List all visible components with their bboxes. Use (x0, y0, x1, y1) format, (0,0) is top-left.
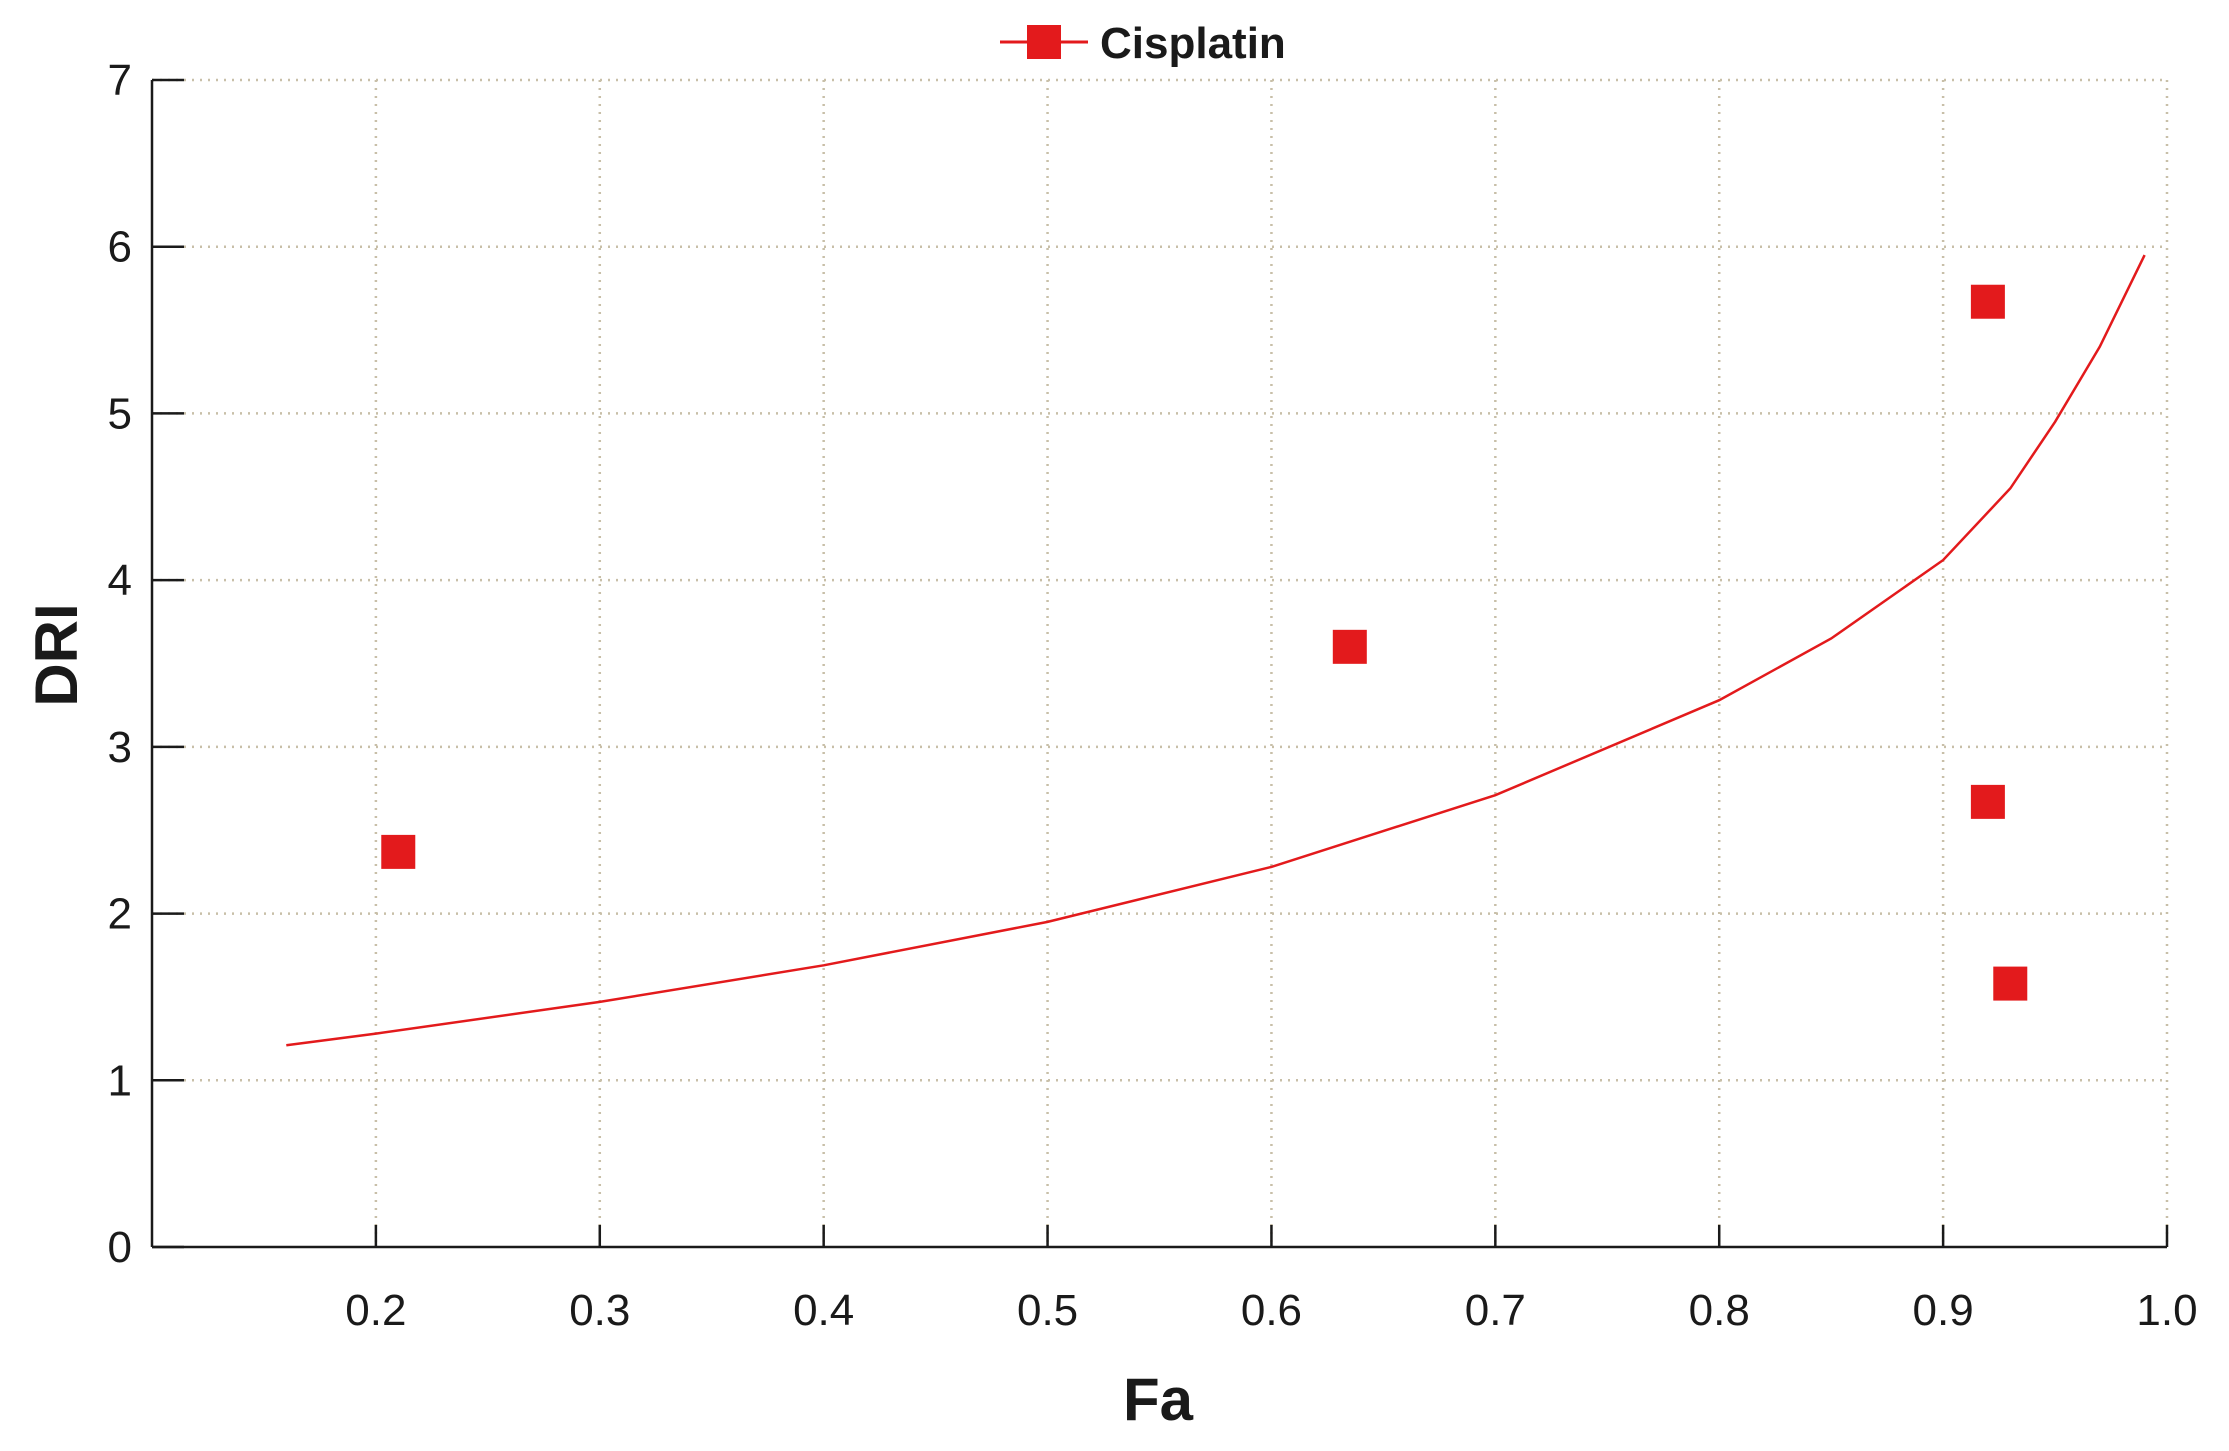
axes: 0.2 0.3 0.4 0.5 0.6 0.7 0.8 0.9 1.0 0 1 2 3 4 5 6 7 (108, 56, 2198, 1335)
x-tick-label: 0.7 (1465, 1286, 1526, 1335)
data-point-0 (381, 834, 416, 869)
legend-label: Cisplatin (1100, 19, 1286, 68)
x-axis-label: Fa (1123, 1366, 1194, 1433)
y-tick-label: 1 (108, 1056, 132, 1105)
x-tick-label: 0.6 (1241, 1286, 1302, 1335)
fit-curve-0 (286, 254, 2146, 1047)
data-point-4 (1993, 966, 2028, 1001)
x-tick-label: 0.2 (345, 1286, 406, 1335)
legend: Cisplatin (1000, 19, 1286, 68)
x-tick-label: 0.3 (569, 1286, 630, 1335)
grid (152, 78, 2169, 1247)
x-tick-label: 0.5 (1017, 1286, 1078, 1335)
y-axis-label: DRI (23, 603, 90, 706)
x-tick-label: 0.8 (1689, 1286, 1750, 1335)
fit-curves (286, 254, 2146, 1047)
data-point-1 (1332, 629, 1367, 664)
data-point-3 (1970, 784, 2005, 819)
x-tick-label: 0.4 (793, 1286, 854, 1335)
y-tick-label: 5 (108, 389, 132, 438)
legend-marker (1027, 25, 1061, 59)
x-tick-label: 0.9 (1913, 1286, 1974, 1335)
y-tick-label: 3 (108, 723, 132, 772)
y-tick-label: 2 (108, 890, 132, 939)
y-tick-label: 7 (108, 56, 132, 105)
y-tick-label: 4 (108, 556, 132, 605)
y-tick-label: 6 (108, 223, 132, 272)
data-points (381, 284, 2028, 1001)
data-point-2 (1970, 284, 2005, 319)
x-tick-label: 1.0 (2136, 1286, 2197, 1335)
y-tick-label: 0 (108, 1223, 132, 1272)
